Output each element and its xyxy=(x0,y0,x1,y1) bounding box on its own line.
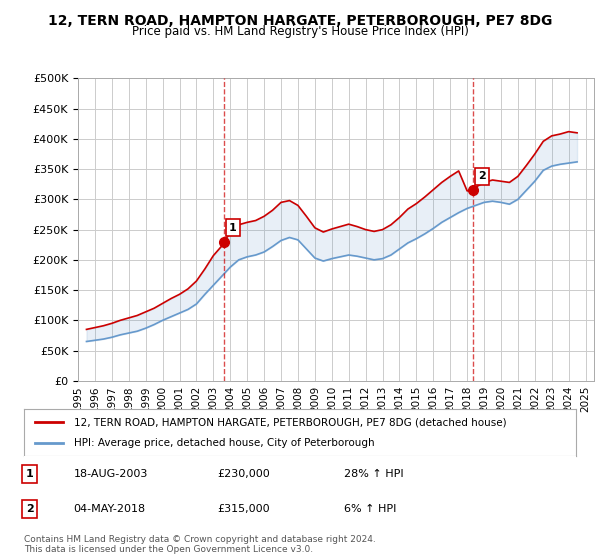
Text: 12, TERN ROAD, HAMPTON HARGATE, PETERBOROUGH, PE7 8DG (detached house): 12, TERN ROAD, HAMPTON HARGATE, PETERBOR… xyxy=(74,417,506,427)
Text: 12, TERN ROAD, HAMPTON HARGATE, PETERBOROUGH, PE7 8DG: 12, TERN ROAD, HAMPTON HARGATE, PETERBOR… xyxy=(48,14,552,28)
Text: 04-MAY-2018: 04-MAY-2018 xyxy=(74,504,146,514)
Text: 1: 1 xyxy=(26,469,34,479)
Text: 18-AUG-2003: 18-AUG-2003 xyxy=(74,469,148,479)
Text: 1: 1 xyxy=(229,223,237,233)
Text: 2: 2 xyxy=(26,504,34,514)
Text: £315,000: £315,000 xyxy=(217,504,270,514)
Text: Price paid vs. HM Land Registry's House Price Index (HPI): Price paid vs. HM Land Registry's House … xyxy=(131,25,469,38)
Text: Contains HM Land Registry data © Crown copyright and database right 2024.
This d: Contains HM Land Registry data © Crown c… xyxy=(24,535,376,554)
Text: 2: 2 xyxy=(478,171,485,181)
Text: £230,000: £230,000 xyxy=(217,469,270,479)
Text: 6% ↑ HPI: 6% ↑ HPI xyxy=(344,504,397,514)
Text: 28% ↑ HPI: 28% ↑ HPI xyxy=(344,469,404,479)
Text: HPI: Average price, detached house, City of Peterborough: HPI: Average price, detached house, City… xyxy=(74,438,374,448)
